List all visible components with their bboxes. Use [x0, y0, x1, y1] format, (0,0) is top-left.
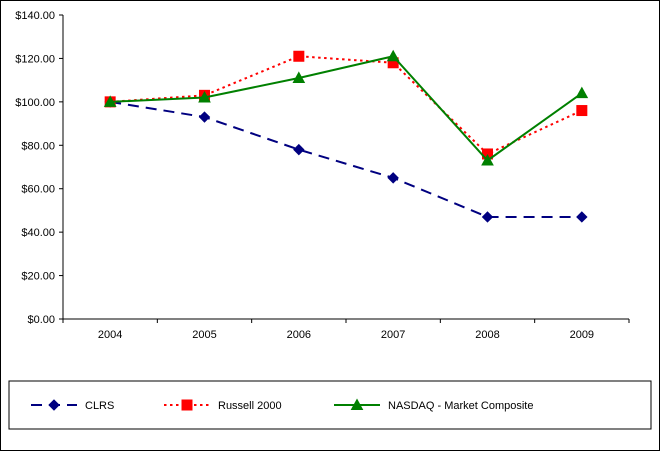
legend-box: [8, 380, 652, 430]
y-axis-tick-label: $40.00: [21, 227, 55, 239]
diamond-marker-clrs: [198, 111, 211, 123]
x-axis-tick-label: 2005: [192, 329, 216, 341]
diamond-marker-clrs: [293, 143, 305, 156]
legend-label-russell-2000: Russell 2000: [218, 400, 282, 412]
triangle-marker-nasdaq-market-composite: [103, 95, 117, 107]
series-line-clrs: [110, 100, 582, 218]
diamond-marker-legend-clrs: [48, 399, 60, 411]
triangle-marker-legend-nasdaq-market-composite: [350, 398, 364, 410]
triangle-marker-nasdaq-market-composite: [292, 71, 306, 83]
y-axis-tick-label: $20.00: [21, 271, 55, 283]
legend-label-nasdaq-market-composite: NASDAQ - Market Composite: [388, 400, 533, 412]
x-axis-tick-label: 2006: [287, 329, 311, 341]
y-axis-tick-label: $140.00: [15, 10, 55, 22]
series-line-russell-2000: [110, 55, 583, 156]
triangle-marker-nasdaq-market-composite: [575, 86, 589, 99]
legend-label-clrs: CLRS: [85, 400, 114, 412]
diamond-marker-clrs: [481, 211, 494, 223]
series-line-nasdaq-market-composite: [110, 55, 583, 162]
x-axis-tick-label: 2008: [475, 329, 499, 341]
y-axis-tick-label: $120.00: [15, 53, 55, 65]
triangle-marker-nasdaq-market-composite: [481, 153, 494, 166]
square-marker-legend-russell-2000: [181, 399, 193, 411]
diamond-marker-clrs: [387, 172, 399, 184]
x-axis-tick-label: 2004: [98, 329, 122, 341]
square-marker-russell-2000: [576, 105, 588, 117]
y-axis-tick-label: $80.00: [21, 140, 55, 152]
diamond-marker-clrs: [576, 211, 588, 223]
square-marker-russell-2000: [293, 50, 305, 62]
y-axis-tick-label: $60.00: [21, 184, 55, 196]
triangle-marker-nasdaq-market-composite: [198, 90, 211, 103]
x-axis-tick-label: 2009: [570, 329, 594, 341]
triangle-marker-nasdaq-market-composite: [386, 49, 400, 62]
y-axis-tick-label: $100.00: [15, 97, 55, 109]
y-axis-tick-label: $0.00: [27, 314, 55, 326]
x-axis-tick-label: 2007: [381, 329, 405, 341]
